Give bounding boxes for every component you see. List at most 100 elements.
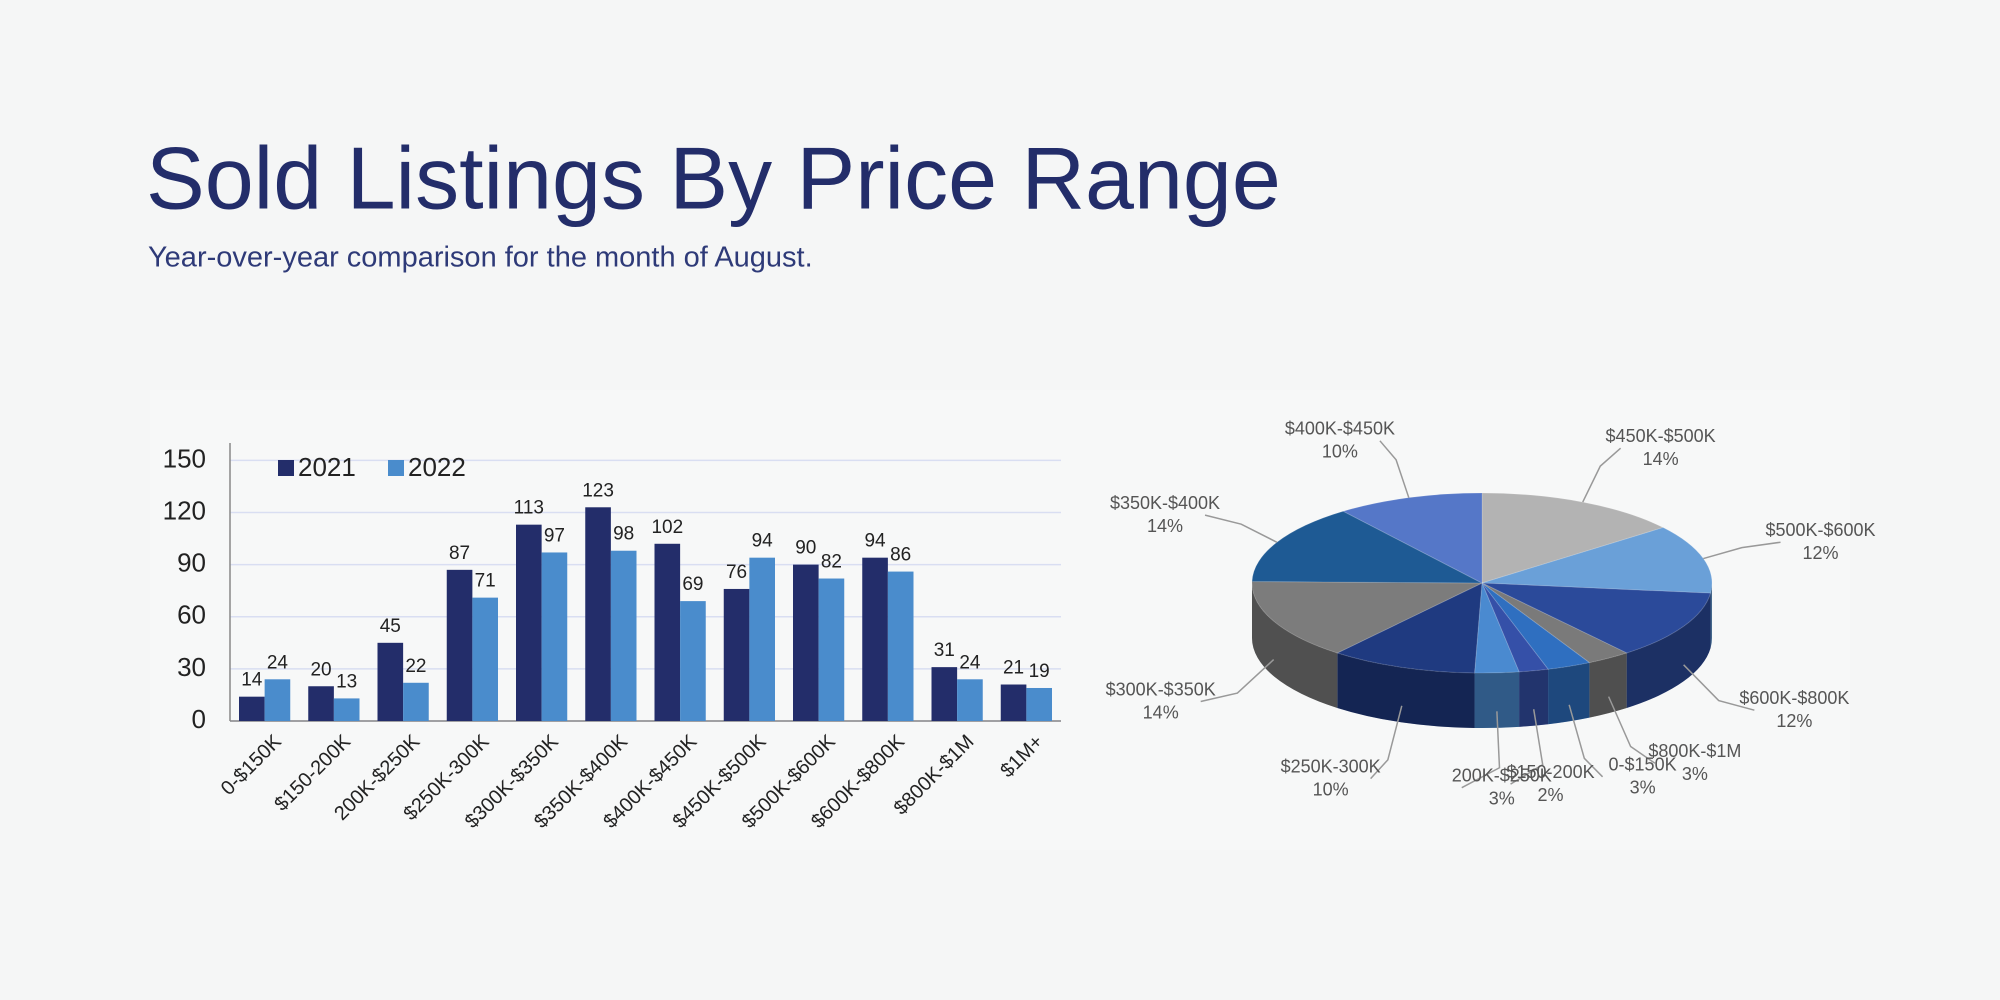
bar-value-label: 19 [1029,661,1050,682]
bar [862,557,888,721]
legend-label: 2021 [298,452,356,482]
bar-value-label: 123 [582,480,614,501]
leader-line [1461,711,1501,789]
pie-label: $150-200K [1507,762,1595,782]
y-tick-label: 120 [163,495,206,525]
bar-value-label: 82 [821,552,842,573]
pie-slice [1481,582,1712,654]
leader-line [1510,709,1544,785]
bar-value-label: 13 [336,671,357,692]
pie-label: $600K-$800K [1739,688,1849,708]
bar [1026,687,1052,721]
pie-side [1519,669,1549,727]
bar-value-label: 97 [544,525,565,546]
bar [446,569,473,721]
y-tick-label: 90 [177,548,206,578]
bar-value-label: 87 [449,543,470,564]
leader-line [1582,447,1622,503]
pie-side-shade [1589,652,1627,718]
leader-line [1370,705,1403,780]
pie-value-label: 10% [1322,442,1358,462]
bar [610,550,637,721]
pie-value-label: 10% [1313,779,1349,799]
pie-slice [1336,582,1483,674]
leader-line [1683,664,1755,711]
pie-slice [1474,582,1520,674]
bar-value-label: 31 [934,640,955,661]
pie-side-shade [1337,652,1475,728]
bar-value-label: 69 [682,574,703,595]
legend-swatch [388,460,404,476]
bar-value-label: 45 [380,616,401,637]
pie-side-shade [1251,583,1338,708]
bar [239,696,265,721]
pie-side [1548,662,1590,725]
pie-value-label: 3% [1630,778,1656,798]
bar [377,642,404,721]
bar [516,524,542,721]
pie-slice [1481,582,1550,673]
pie-label: $250K-300K [1281,756,1381,776]
pie-value-label: 3% [1489,788,1515,808]
pie-side-shade [1519,669,1549,727]
leader-line [1379,440,1410,498]
y-tick-label: 30 [177,652,206,682]
pie-side [1626,593,1711,708]
legend-label: 2022 [408,452,466,482]
pie-value-label: 12% [1776,711,1812,731]
y-tick-label: 60 [177,600,206,630]
bar [680,601,706,721]
bar [931,667,958,721]
bar-value-label: 94 [752,531,774,552]
bar-value-label: 102 [651,517,683,538]
pie-value-label: 14% [1143,702,1179,722]
leader-line [1200,659,1275,703]
page-subtitle: Year-over-year comparison for the month … [148,242,813,274]
pie-side [1589,652,1627,718]
pie-side-shade [1626,593,1711,708]
pie-label: $350K-$400K [1110,493,1220,513]
pie-side-shade [1474,671,1520,728]
pie-side-shade [1548,662,1590,725]
pie-slice [1481,492,1665,584]
bar-value-label: 94 [864,531,886,552]
leader-line [1703,541,1781,560]
pie-slice [1481,582,1628,664]
bar-value-label: 71 [475,571,496,592]
page-title: Sold Listings By Price Range [146,128,1281,227]
bar-value-label: 24 [267,652,289,673]
pie-label: $400K-$450K [1285,419,1395,439]
leader-line [1568,704,1604,778]
pie-slice [1481,527,1713,594]
bar [749,557,775,721]
bar [793,564,819,721]
pie-value-label: 14% [1643,449,1679,469]
bar [887,571,914,721]
bar [541,552,568,721]
pie-label: 0-$150K [1609,755,1677,775]
pie-label: $500K-$600K [1765,520,1875,540]
bar [308,686,334,721]
bar-value-label: 86 [890,545,911,566]
pie-side [1474,671,1520,728]
bar [723,588,750,721]
y-tick-label: 0 [192,704,206,734]
pie-side-shade [1710,583,1712,649]
pie-side [1337,652,1475,728]
pie-slice [1341,492,1483,584]
pie-label: 200K-$250K [1452,765,1552,785]
bar-value-label: 113 [514,498,544,519]
pie-slice [1251,510,1483,584]
bar [403,682,429,721]
bar-value-label: 21 [1003,658,1024,679]
pie-side [1251,583,1338,708]
pie-value-label: 12% [1802,543,1838,563]
bar-value-label: 90 [795,538,816,559]
bar [585,507,611,721]
bar [957,679,983,721]
pie-value-label: 14% [1147,516,1183,536]
bar-value-label: 24 [959,652,981,673]
pie-side [1710,583,1712,649]
